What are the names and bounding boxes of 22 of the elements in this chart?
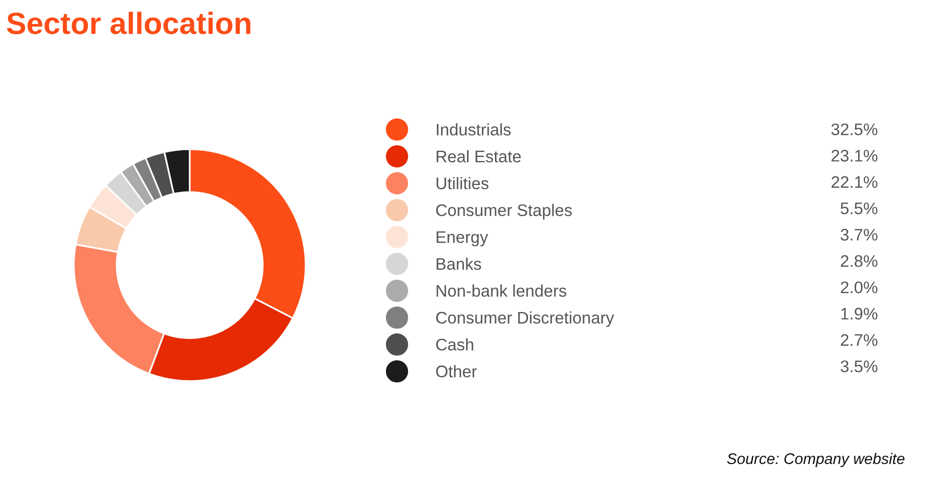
legend-label: Utilities [436, 177, 488, 190]
legend-label: Consumer Staples [436, 204, 572, 220]
legend-label: Industrials [436, 123, 511, 136]
data-label: 3.5% [840, 360, 878, 372]
data-label: 2.8% [840, 255, 878, 267]
legend-label: Banks [436, 258, 482, 270]
data-label: 2.0% [840, 281, 878, 294]
data-label: 2.7% [840, 334, 878, 346]
chart-title: Sector allocation [6, 12, 250, 34]
legend-label: Non-bank lenders [436, 284, 566, 297]
data-label: 3.7% [840, 228, 878, 241]
legend-label: Cash [436, 338, 474, 350]
source-note: Source: Company website [727, 452, 904, 468]
legend-label: Real Estate [436, 150, 521, 162]
legend-label: Energy [436, 231, 488, 246]
legend-label: Other [436, 365, 477, 378]
legend-label: Consumer Discretionary [436, 311, 614, 327]
data-label: 5.5% [840, 202, 878, 214]
data-label: 22.1% [832, 176, 878, 188]
data-label: 1.9% [841, 308, 878, 320]
data-label: 32.5% [831, 123, 878, 136]
data-label: 23.1% [832, 150, 878, 162]
